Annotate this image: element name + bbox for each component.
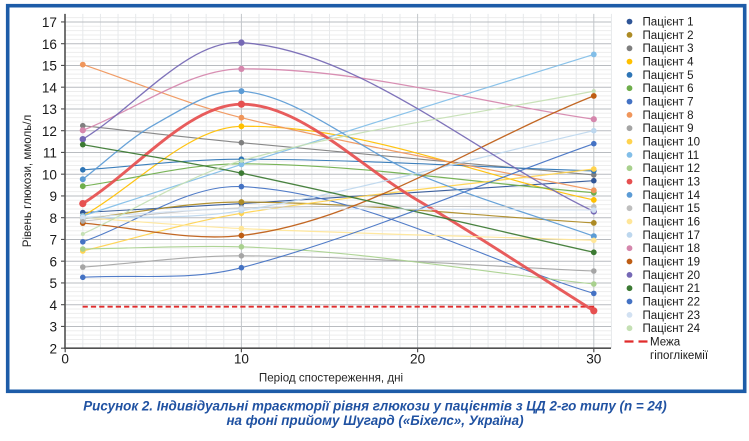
svg-text:20: 20	[410, 352, 426, 367]
svg-text:Пацієнт 9: Пацієнт 9	[643, 123, 694, 135]
svg-text:17: 17	[42, 15, 57, 30]
svg-text:Пацієнт 24: Пацієнт 24	[643, 323, 701, 335]
svg-text:Пацієнт 23: Пацієнт 23	[643, 310, 701, 322]
svg-text:Межа: Межа	[650, 336, 681, 348]
svg-text:Пацієнт 2: Пацієнт 2	[643, 30, 694, 42]
svg-text:на фоні прийому Шугард («Біхел: на фоні прийому Шугард («Біхелс», Україн…	[226, 413, 524, 428]
svg-text:Пацієнт 16: Пацієнт 16	[643, 216, 701, 228]
svg-text:Пацієнт 8: Пацієнт 8	[643, 110, 694, 122]
svg-text:8: 8	[49, 211, 57, 226]
svg-text:Пацієнт 12: Пацієнт 12	[643, 163, 701, 175]
svg-text:9: 9	[49, 189, 57, 204]
svg-text:Період спостереження, дні: Період спостереження, дні	[259, 372, 403, 385]
svg-text:Пацієнт 3: Пацієнт 3	[643, 43, 694, 55]
svg-text:15: 15	[42, 59, 57, 74]
svg-text:Пацієнт 21: Пацієнт 21	[643, 283, 701, 295]
svg-text:4: 4	[49, 298, 57, 313]
svg-text:10: 10	[42, 167, 58, 182]
svg-text:30: 30	[586, 352, 602, 367]
svg-text:Пацієнт 15: Пацієнт 15	[643, 203, 701, 215]
svg-text:Пацієнт 7: Пацієнт 7	[643, 97, 694, 109]
svg-text:6: 6	[49, 254, 57, 269]
svg-text:Пацієнт 19: Пацієнт 19	[643, 256, 701, 268]
svg-text:гіпоглікемії: гіпоглікемії	[650, 350, 709, 362]
svg-text:12: 12	[42, 124, 57, 139]
svg-text:Пацієнт 1: Пацієнт 1	[643, 17, 694, 29]
svg-text:2: 2	[49, 341, 57, 356]
svg-text:Пацієнт 6: Пацієнт 6	[643, 83, 694, 95]
svg-text:10: 10	[234, 352, 250, 367]
svg-text:Пацієнт 11: Пацієнт 11	[643, 150, 700, 162]
svg-text:Пацієнт 20: Пацієнт 20	[643, 270, 701, 282]
svg-text:Пацієнт 18: Пацієнт 18	[643, 243, 701, 255]
svg-text:11: 11	[43, 146, 57, 161]
svg-text:Пацієнт 17: Пацієнт 17	[643, 230, 701, 242]
svg-text:3: 3	[49, 320, 57, 335]
svg-text:0: 0	[61, 352, 69, 367]
svg-text:Пацієнт 10: Пацієнт 10	[643, 137, 701, 149]
svg-text:Пацієнт 4: Пацієнт 4	[643, 57, 695, 69]
svg-text:13: 13	[42, 102, 57, 117]
svg-text:Рівень глюкози, ммоль/л: Рівень глюкози, ммоль/л	[21, 115, 34, 248]
svg-text:Пацієнт 5: Пацієнт 5	[643, 70, 694, 82]
svg-text:7: 7	[49, 233, 57, 248]
svg-text:Пацієнт 13: Пацієнт 13	[643, 177, 701, 189]
svg-text:Рисунок 2. Індивідуальні траєк: Рисунок 2. Індивідуальні траєкторії рівн…	[83, 399, 667, 414]
svg-text:14: 14	[42, 80, 58, 95]
svg-text:5: 5	[49, 276, 57, 291]
svg-text:Пацієнт 14: Пацієнт 14	[643, 190, 701, 202]
svg-text:16: 16	[42, 37, 57, 52]
svg-text:Пацієнт 22: Пацієнт 22	[643, 296, 701, 308]
